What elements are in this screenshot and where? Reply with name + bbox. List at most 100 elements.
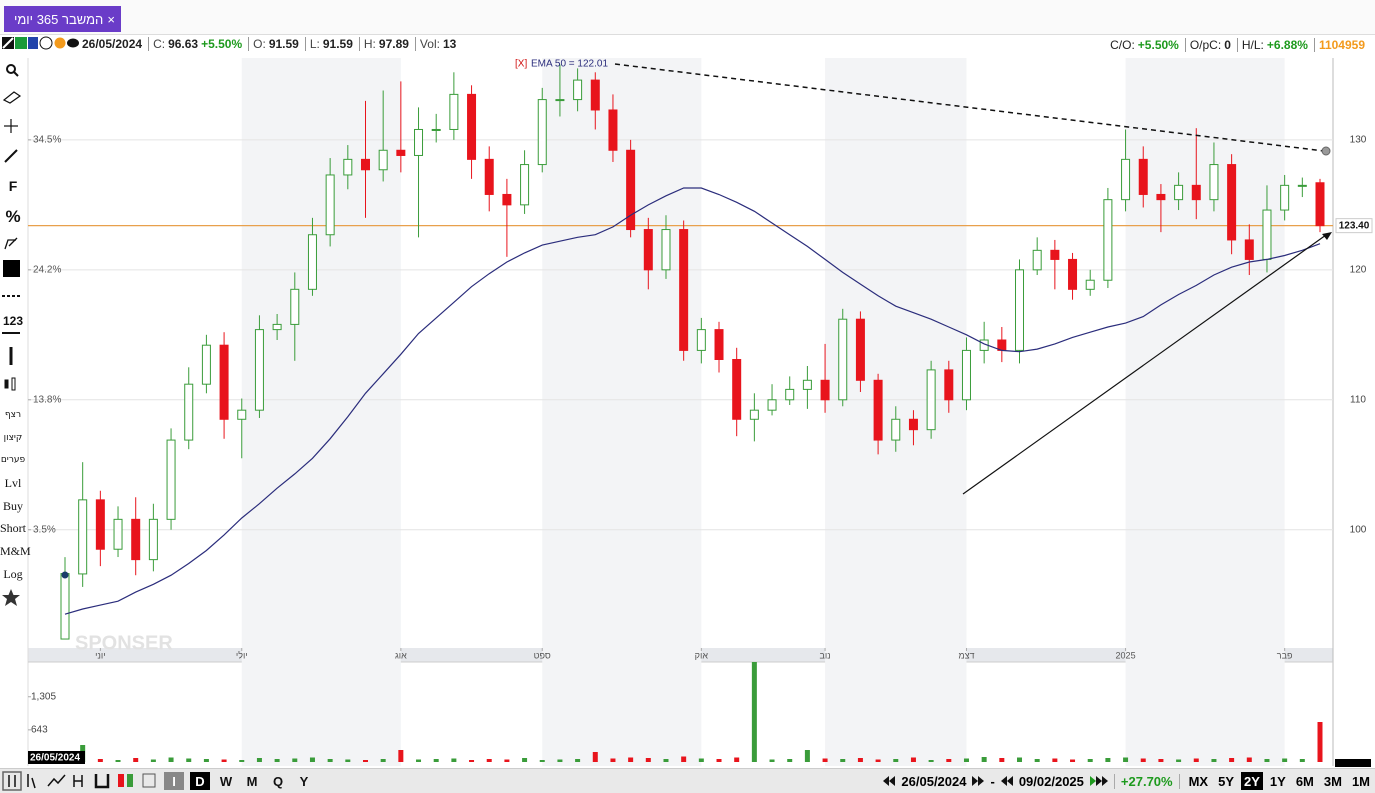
- ema-label: EMA 50 = 122.01: [531, 59, 608, 70]
- star-icon[interactable]: [2, 589, 20, 606]
- tool[interactable]: F: [8, 178, 18, 194]
- tab-title[interactable]: המשבר 365 יומי: [14, 11, 104, 27]
- color-swatch[interactable]: [3, 260, 20, 277]
- tool[interactable]: %: [5, 207, 21, 226]
- volume-bar: [256, 758, 262, 762]
- volume-bar: [522, 758, 528, 762]
- nav-fwd[interactable]: [1089, 774, 1108, 789]
- candle-body: [1227, 164, 1237, 241]
- volume-bar: [451, 758, 457, 762]
- range[interactable]: MX: [1188, 773, 1209, 789]
- trend-line-dashed[interactable]: [614, 63, 1325, 152]
- x-tick-label: אוג: [395, 650, 407, 660]
- candle-body: [343, 158, 353, 176]
- tool[interactable]: Lvl: [4, 476, 22, 490]
- tool[interactable]: Log: [3, 567, 23, 581]
- to-date[interactable]: 09/02/2025: [1018, 773, 1084, 789]
- candle-body: [237, 409, 247, 420]
- candle-body: [537, 99, 547, 166]
- period[interactable]: I: [164, 772, 184, 790]
- x-tick-label: 2025: [1116, 650, 1136, 660]
- candle-body: [802, 379, 812, 390]
- icon[interactable]: [127, 774, 133, 787]
- ema-line: [64, 187, 1321, 615]
- x-tick-label: יולי: [236, 650, 248, 660]
- period[interactable]: W: [219, 773, 233, 789]
- volume-bar: [380, 759, 386, 762]
- tool[interactable]: Buy: [2, 499, 23, 513]
- icon[interactable]: [118, 774, 124, 787]
- label: C:: [148, 37, 165, 51]
- candle-body: [78, 499, 88, 575]
- trend-line-handle[interactable]: [1321, 146, 1331, 156]
- candle-body: [696, 329, 706, 351]
- icon[interactable]: [2, 771, 22, 791]
- icon[interactable]: [73, 775, 83, 787]
- range[interactable]: 6M: [1295, 773, 1314, 789]
- icon[interactable]: [27, 774, 36, 789]
- period[interactable]: Q: [272, 773, 284, 789]
- volume-bar: [1052, 758, 1058, 762]
- candle-body: [484, 158, 494, 195]
- period[interactable]: Y: [299, 773, 309, 789]
- candle-body: [95, 499, 105, 550]
- value: 0: [1224, 38, 1231, 52]
- y-tick-label: 120: [1350, 264, 1367, 275]
- volume-bar: [1158, 759, 1164, 762]
- volume-bar: [557, 759, 563, 762]
- volume-tick-label: 1,305: [31, 691, 56, 702]
- volume-bar: [504, 759, 510, 762]
- candle-body: [60, 573, 70, 640]
- from-date[interactable]: 26/05/2024: [901, 773, 967, 789]
- tool[interactable]: פערים: [0, 455, 26, 465]
- pct-tick-label: 24.2%: [33, 264, 61, 275]
- candle-body: [767, 399, 777, 411]
- volume-bar: [840, 759, 846, 762]
- candle-body: [1121, 158, 1131, 201]
- nav-back[interactable]: [1000, 774, 1013, 789]
- volume-bar: [645, 758, 651, 762]
- icon[interactable]: [94, 774, 110, 789]
- icon[interactable]: [47, 774, 66, 787]
- trend-line[interactable]: [962, 234, 1327, 495]
- candle-body: [219, 344, 229, 420]
- tool[interactable]: 123: [2, 314, 24, 328]
- nav-back[interactable]: [883, 774, 896, 789]
- tool[interactable]: M&M: [0, 544, 31, 558]
- candle-body: [820, 379, 830, 401]
- candle-body: [1244, 239, 1254, 260]
- volume-bar: [698, 758, 704, 762]
- period[interactable]: M: [246, 773, 258, 789]
- icon[interactable]: [142, 773, 156, 788]
- candle-body: [626, 149, 636, 231]
- range[interactable]: 3M: [1323, 773, 1342, 789]
- candle-body: [1032, 249, 1042, 271]
- candle-body: [148, 518, 158, 561]
- tool[interactable]: רצף: [4, 410, 22, 420]
- candle-body: [714, 329, 724, 360]
- range-bar: 26/05/2024 - 09/02/2025 +27.70% MX 5Y 2Y…: [883, 772, 1373, 790]
- range[interactable]: 5Y: [1218, 773, 1234, 789]
- range[interactable]: 2Y: [1241, 772, 1263, 790]
- range[interactable]: 1M: [1351, 773, 1370, 789]
- candle-body: [1209, 164, 1219, 201]
- candle-body: [838, 318, 848, 401]
- tool[interactable]: Short: [0, 521, 27, 535]
- candle-body: [608, 109, 618, 151]
- tab[interactable]: המשבר 365 יומי ×: [4, 6, 121, 32]
- date-box: [28, 751, 85, 764]
- candle-body: [1156, 193, 1166, 201]
- nav-fwd[interactable]: [972, 774, 985, 789]
- tool[interactable]: קיצון: [3, 433, 23, 443]
- volume-bar: [416, 759, 422, 762]
- volume-bar: [1282, 758, 1288, 762]
- range[interactable]: 1Y: [1269, 773, 1286, 789]
- volume-bar: [1193, 758, 1199, 762]
- volume-bar: [1017, 757, 1023, 762]
- tab-close[interactable]: ×: [107, 11, 115, 27]
- value: 91.59: [322, 37, 353, 51]
- pct-tick-label: 3.5%: [33, 524, 56, 535]
- period[interactable]: D: [190, 772, 210, 790]
- ranges: MX 5Y 2Y 1Y 6M 3M 1M: [1186, 772, 1373, 790]
